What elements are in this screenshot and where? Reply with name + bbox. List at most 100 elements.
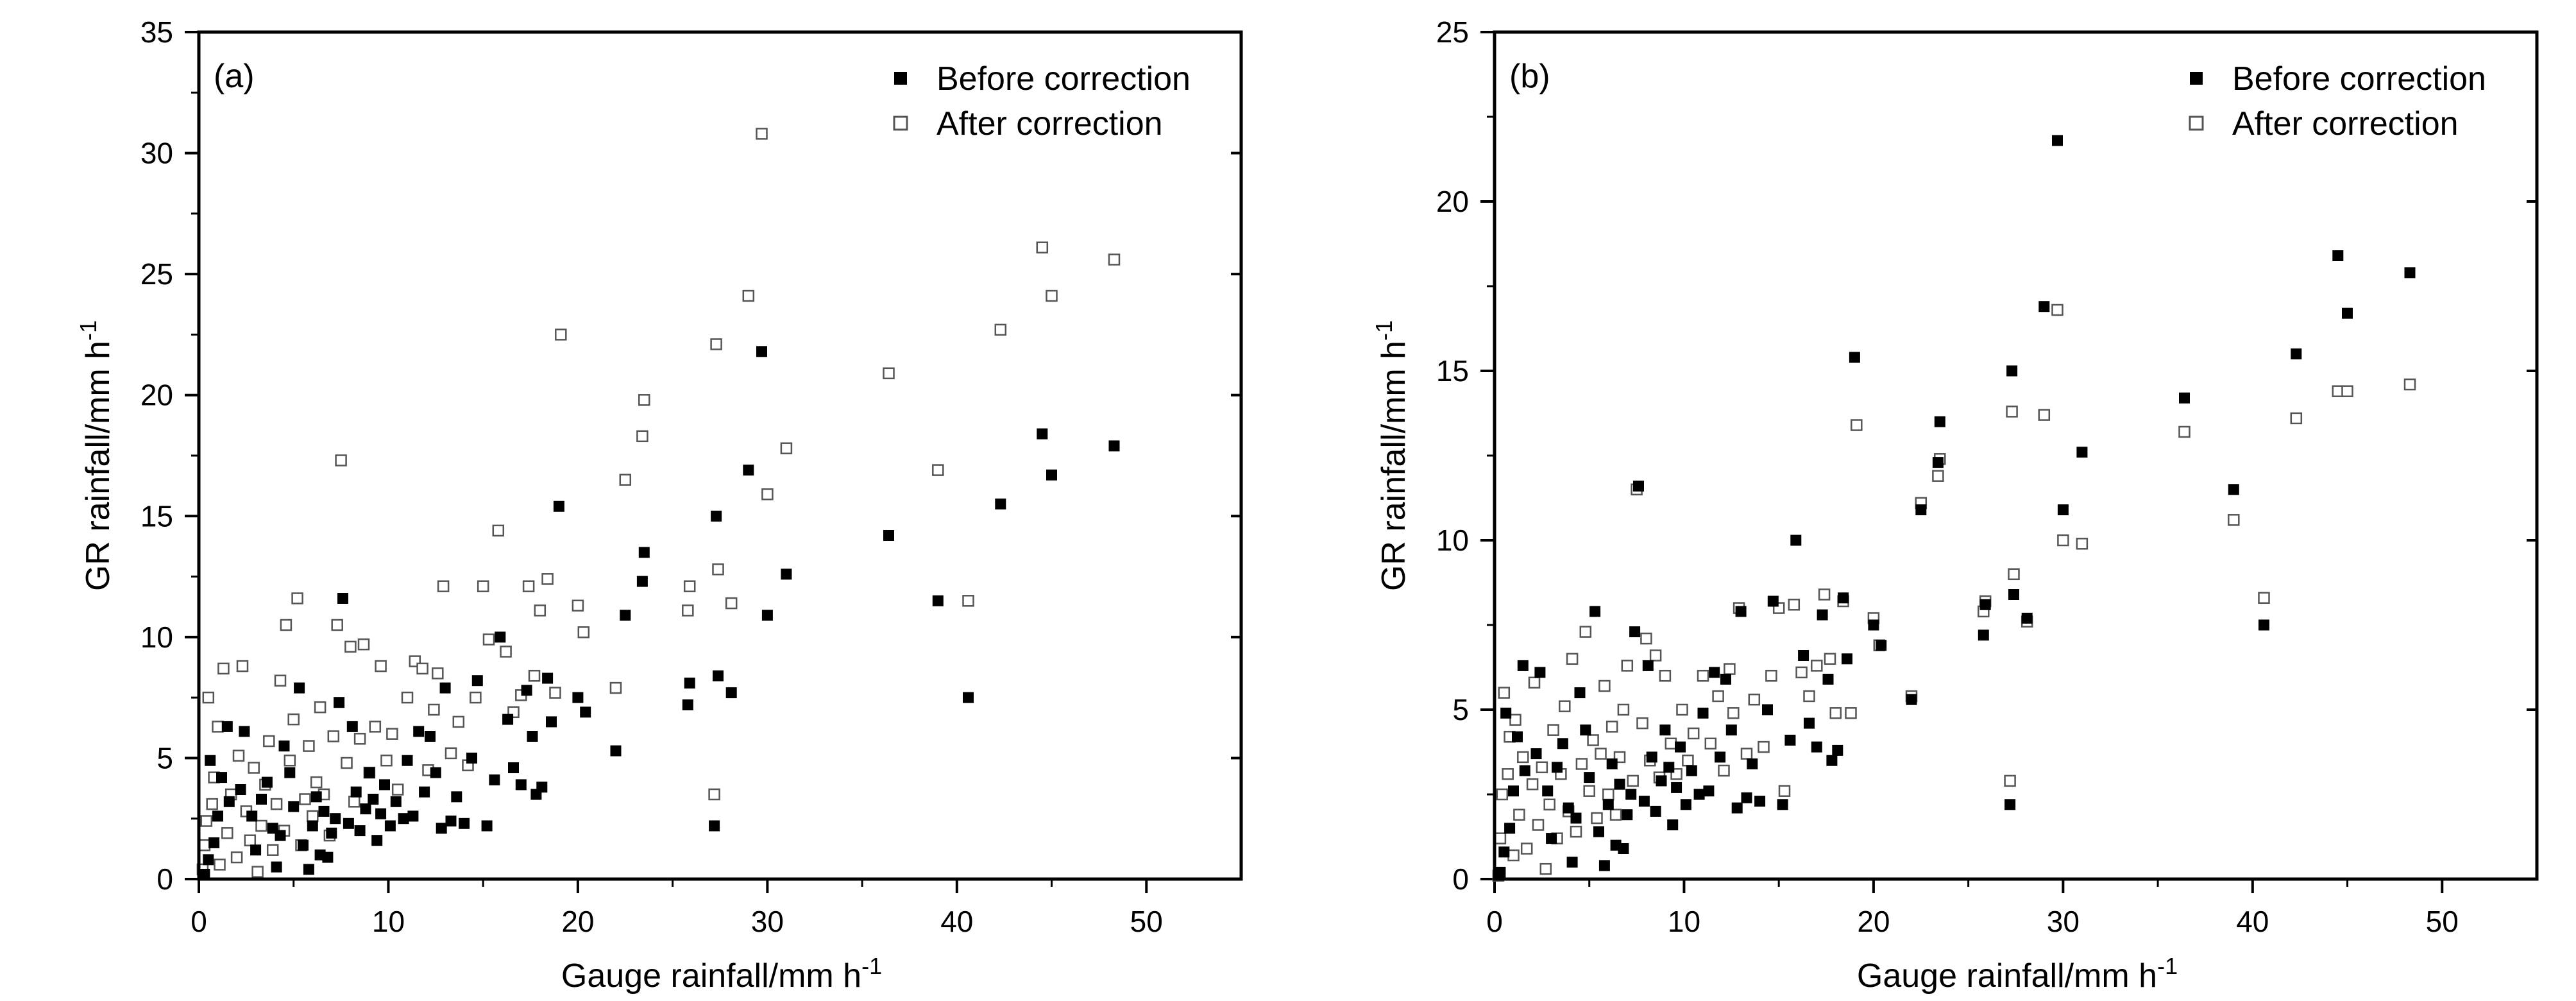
panel-b-points	[1492, 135, 2416, 882]
panel-a-legend-label-after: After correction	[936, 105, 1163, 142]
before-correction-point	[527, 731, 538, 742]
before-correction-point	[284, 767, 296, 778]
after-correction-point	[1591, 812, 1603, 825]
before-correction-point	[360, 803, 371, 815]
after-correction-point	[206, 798, 218, 810]
after-correction-point	[416, 662, 428, 675]
after-correction-point	[428, 703, 440, 716]
before-correction-point	[1849, 352, 1860, 363]
before-correction-point	[1512, 731, 1523, 742]
before-correction-point	[1715, 751, 1726, 763]
before-correction-point	[521, 685, 532, 696]
before-correction-point	[1534, 667, 1546, 678]
before-correction-point	[1767, 595, 1779, 607]
panel-b-legend-marker-after	[2189, 116, 2204, 131]
before-correction-point	[250, 844, 262, 856]
panel-b-plot-frame	[1493, 30, 2539, 881]
before-correction-point	[1037, 428, 1048, 440]
after-correction-point	[266, 844, 279, 856]
before-correction-point	[384, 820, 396, 832]
after-correction-point	[1740, 748, 1753, 760]
after-correction-point	[1758, 740, 1770, 753]
before-correction-point	[1633, 481, 1644, 492]
after-correction-point	[1778, 785, 1791, 797]
before-correction-point	[2006, 365, 2018, 377]
after-correction-point	[380, 754, 393, 767]
y-tick-label: 20	[1436, 185, 1469, 218]
after-correction-point	[780, 442, 793, 454]
before-correction-point	[1822, 674, 1834, 685]
before-correction-point	[407, 810, 419, 822]
after-correction-point	[274, 674, 287, 687]
after-correction-point	[1528, 676, 1541, 689]
before-correction-point	[2052, 135, 2063, 146]
before-correction-point	[1498, 846, 1510, 858]
before-correction-point	[1519, 765, 1530, 776]
after-correction-point	[1748, 693, 1761, 706]
after-correction-point	[1575, 758, 1588, 770]
after-correction-point	[2403, 378, 2416, 391]
before-correction-point	[1566, 857, 1578, 868]
before-correction-point	[1646, 751, 1657, 763]
before-correction-point	[1552, 762, 1563, 773]
x-tick-label: 0	[1486, 905, 1503, 938]
before-correction-point	[756, 346, 767, 357]
before-correction-point	[1754, 796, 1766, 807]
after-correction-point	[1595, 748, 1607, 760]
before-correction-point	[318, 805, 330, 817]
after-correction-point	[255, 819, 267, 832]
after-correction-point	[335, 454, 347, 466]
after-correction-point	[522, 580, 535, 592]
after-correction-point	[1579, 626, 1592, 638]
before-correction-point	[1618, 843, 1629, 854]
after-correction-point	[221, 827, 233, 839]
before-correction-point	[235, 784, 246, 795]
before-correction-point	[572, 692, 584, 703]
after-correction-point	[307, 810, 319, 823]
y-tick-label: 25	[1436, 15, 1469, 49]
before-correction-point	[2038, 301, 2050, 312]
after-correction-point	[1704, 737, 1717, 750]
before-correction-point	[1725, 724, 1737, 736]
after-correction-point	[1543, 798, 1555, 811]
before-correction-point	[239, 726, 250, 737]
after-correction-point	[1494, 832, 1507, 844]
before-correction-point	[1838, 592, 1849, 604]
before-correction-point	[1978, 629, 1989, 641]
after-correction-point	[353, 733, 366, 745]
panel-b-legend: Before correction After correction	[2189, 60, 2486, 142]
after-correction-point	[248, 762, 260, 774]
after-correction-point	[932, 464, 944, 476]
after-correction-point	[202, 691, 215, 704]
before-correction-point	[350, 786, 362, 798]
after-correction-point	[572, 599, 584, 612]
after-correction-point	[1682, 754, 1694, 767]
after-correction-point	[2341, 385, 2353, 397]
after-correction-point	[369, 721, 382, 733]
before-correction-point	[1638, 796, 1650, 807]
after-correction-point	[1718, 764, 1730, 777]
after-correction-point	[1498, 687, 1511, 699]
before-correction-point	[1629, 626, 1641, 638]
before-correction-point	[761, 610, 773, 621]
before-correction-point	[1790, 535, 1802, 546]
before-correction-point	[413, 726, 425, 737]
before-correction-point	[310, 791, 322, 803]
before-correction-point	[1580, 724, 1591, 736]
after-correction-point	[341, 757, 353, 769]
before-correction-point	[1876, 640, 1887, 651]
after-correction-point	[1532, 819, 1545, 831]
after-correction-point	[712, 563, 724, 576]
after-correction-point	[232, 749, 245, 762]
after-correction-point	[1824, 653, 1836, 665]
before-correction-point	[390, 796, 402, 807]
after-correction-point	[761, 488, 774, 501]
after-correction-point	[883, 367, 895, 380]
after-correction-point	[994, 323, 1007, 336]
before-correction-point	[303, 864, 314, 875]
before-correction-point	[451, 791, 462, 803]
before-correction-point	[2179, 392, 2190, 404]
before-correction-point	[1777, 799, 1788, 810]
before-correction-point	[1735, 606, 1747, 617]
y-tick-label: 10	[1436, 524, 1469, 557]
